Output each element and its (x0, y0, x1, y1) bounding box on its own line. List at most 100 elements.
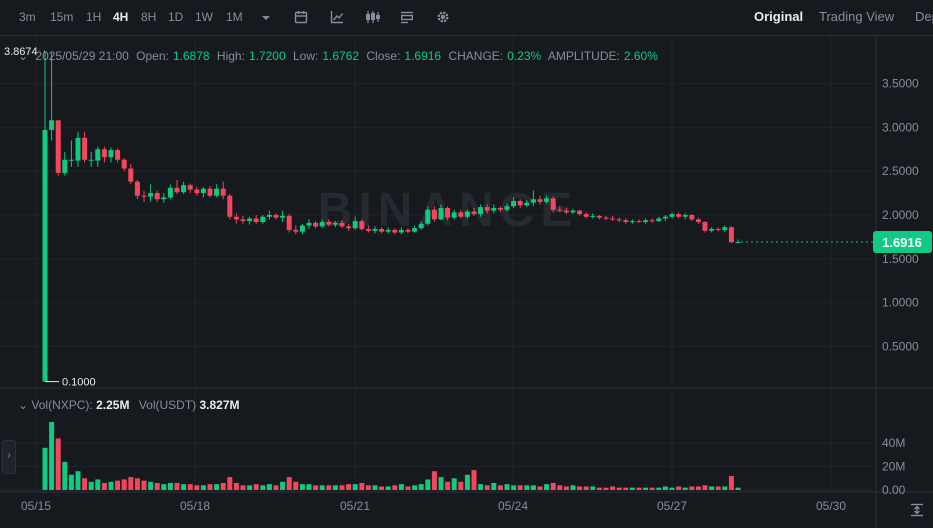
candle-body (563, 210, 569, 213)
candle-body (504, 206, 510, 210)
indicator-icon[interactable] (330, 10, 344, 24)
candle-body (418, 223, 424, 229)
candle-body (491, 207, 497, 211)
calendar-icon[interactable] (294, 10, 308, 24)
candle-body (438, 207, 444, 220)
volume-info-bar: ⌄ Vol(NXPC): 2.25M Vol(USDT) 3.827M (18, 398, 240, 412)
volume-bar (636, 487, 642, 490)
timeframe-1h[interactable]: 1H (86, 10, 102, 24)
candle-body (372, 229, 378, 231)
amplitude-value: 2.60% (623, 49, 658, 63)
close-label: Close: (366, 49, 401, 63)
volume-bar (550, 482, 556, 490)
volume-bar (735, 487, 741, 490)
volume-bar (260, 485, 266, 490)
timeframe-4h[interactable]: 4H (113, 10, 129, 24)
time-tick-label: 05/18 (180, 499, 210, 513)
price-tick-label: 1.5000 (882, 252, 919, 266)
candle-body (431, 209, 437, 220)
timeframe-15m[interactable]: 15m (50, 10, 74, 24)
candle-body (42, 129, 48, 382)
candle-body (352, 221, 358, 229)
autoscale-icon[interactable] (910, 503, 924, 517)
volume-bar (583, 486, 589, 490)
volume-bar (148, 481, 154, 490)
volume-bar (682, 487, 688, 490)
candle-body (167, 187, 173, 198)
candle-body (636, 221, 642, 223)
volume-bar (484, 485, 490, 490)
volume-bar (557, 485, 563, 490)
volume-bar (174, 482, 180, 490)
volume-bar (544, 484, 550, 490)
candle-body (517, 200, 523, 206)
candle-body (260, 216, 266, 223)
candle-body (326, 222, 332, 225)
candle-body (550, 198, 556, 210)
candle-body (537, 199, 543, 202)
collapse-icon[interactable]: ⌄ (18, 49, 29, 63)
candle-body (623, 220, 629, 223)
tab-original[interactable]: Original (754, 9, 804, 24)
time-tick-label: 05/21 (340, 499, 370, 513)
chevron-down-icon[interactable] (260, 13, 272, 23)
volume-bar (445, 481, 451, 490)
candlestick-chart[interactable]: 3.5000 3.0000 2.5000 2.0000 1.5000 1.0000 0.50… (0, 36, 933, 528)
candlestick-type-icon[interactable] (365, 10, 381, 24)
volume-bar (346, 484, 352, 490)
expand-panel-handle[interactable]: › (2, 440, 16, 474)
timeframe-1d[interactable]: 1D (168, 10, 184, 24)
candle-body (451, 212, 457, 218)
candle-body (266, 215, 272, 217)
volume-bar (194, 485, 200, 490)
candle-body (101, 149, 107, 158)
volume-tick-label: 0.00 (882, 483, 906, 497)
volume-bar (709, 486, 715, 490)
volume-bar (392, 485, 398, 490)
candle-body (603, 217, 609, 219)
tab-depth[interactable]: Depth (915, 9, 933, 24)
volume-bar (563, 486, 569, 490)
price-tick-label: 3.0000 (882, 120, 919, 134)
candle-body (583, 214, 589, 217)
timeframe-1w[interactable]: 1W (195, 10, 213, 24)
candle-body (610, 218, 616, 220)
volume-bar (471, 470, 477, 490)
candle-body (108, 150, 114, 158)
candle-body (247, 218, 253, 222)
candle-body (95, 149, 101, 161)
candle-body (253, 218, 259, 223)
candle-body (676, 214, 682, 217)
volume-tick-label: 40M (882, 436, 905, 450)
volume-bar (491, 482, 497, 490)
gear-icon[interactable] (436, 10, 450, 24)
vol-usdt-value: 3.827M (199, 398, 240, 412)
volume-bar (603, 487, 609, 490)
volume-bar (167, 482, 173, 490)
volume-bar (405, 486, 411, 490)
volume-bar (293, 481, 299, 490)
volume-bar (306, 484, 312, 490)
low-label: Low: (292, 49, 319, 63)
vol-usdt-label: Vol(USDT) (138, 398, 197, 412)
volume-bar (121, 479, 127, 490)
candle-body (293, 229, 299, 232)
tab-trading-view[interactable]: Trading View (819, 9, 895, 24)
candle-datetime: 2025/05/29 21:00 (35, 49, 129, 63)
collapse-volume-icon[interactable]: ⌄ (18, 398, 29, 412)
candle-body (49, 120, 55, 130)
volume-bar (722, 486, 728, 490)
timeframe-8h[interactable]: 8H (141, 10, 157, 24)
volume-bar (431, 471, 437, 490)
layout-icon[interactable] (400, 10, 414, 24)
candle-body (286, 215, 292, 230)
timeframe-3m[interactable]: 3m (19, 10, 36, 24)
volume-bar (629, 487, 635, 490)
candle-body (464, 211, 470, 217)
timeframe-1m[interactable]: 1M (226, 10, 243, 24)
low-value: 1.6762 (322, 49, 360, 63)
volume-bar (385, 486, 391, 490)
candle-body (332, 222, 338, 225)
volume-bar (352, 484, 358, 490)
candle-body (134, 181, 140, 196)
